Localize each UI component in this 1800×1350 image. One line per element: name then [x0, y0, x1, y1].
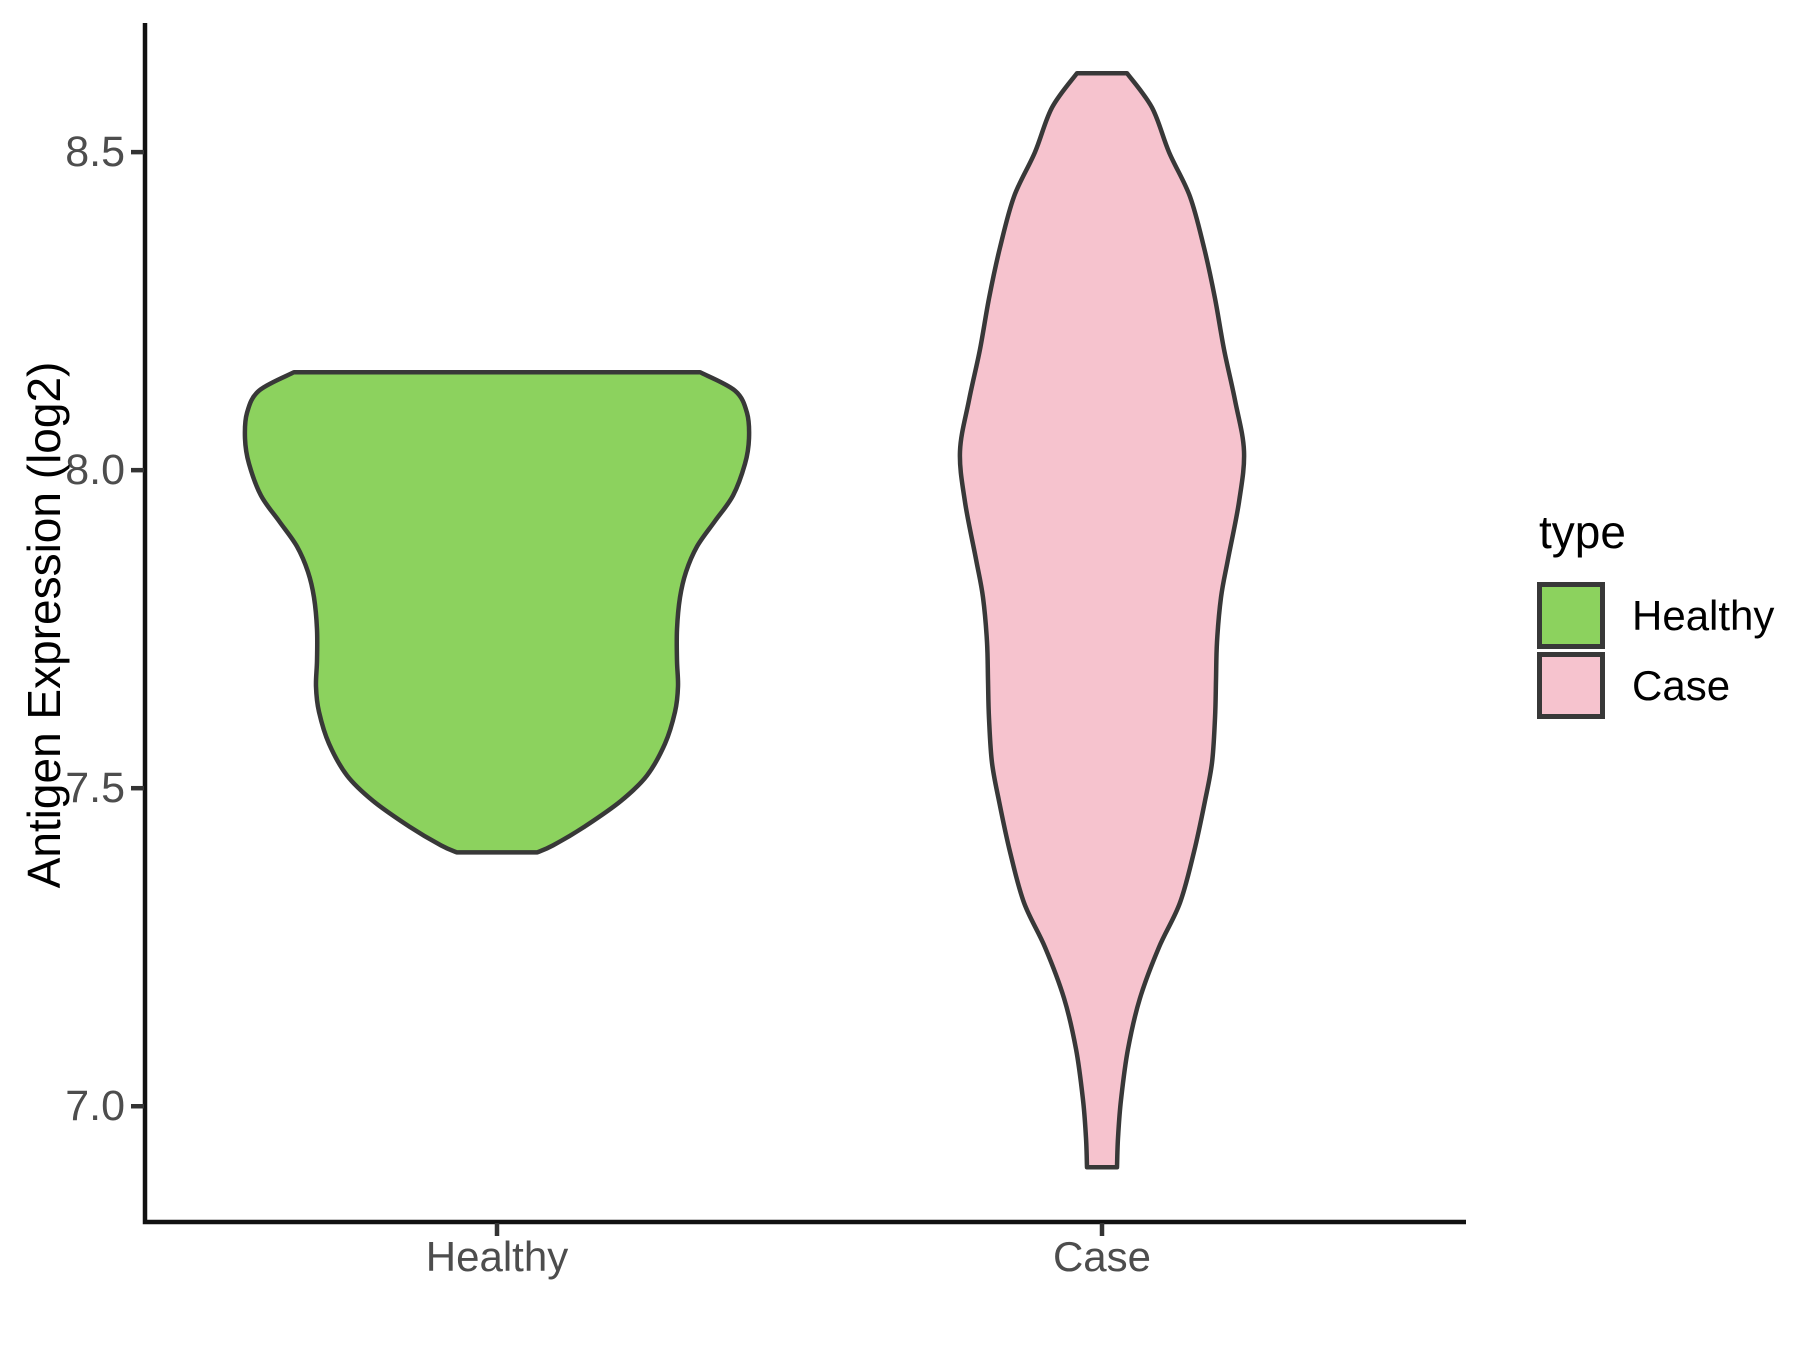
legend-label-healthy: Healthy — [1632, 591, 1775, 639]
x-tick-label-healthy: Healthy — [426, 1233, 568, 1280]
legend-item-case: Case — [1537, 652, 1797, 720]
x-tick-label-case: Case — [1053, 1233, 1151, 1280]
legend: type Healthy Case — [1537, 505, 1797, 722]
legend-title: type — [1539, 506, 1626, 558]
violin-healthy — [242, 369, 752, 855]
y-tick-label-7.5: 7.5 — [65, 764, 125, 812]
y-axis-title: Antigen Expression (log2) — [18, 361, 70, 889]
legend-swatch-healthy — [1537, 582, 1605, 650]
legend-item-healthy: Healthy — [1537, 582, 1797, 650]
violin-case — [957, 70, 1247, 1170]
axis-lines — [142, 23, 1466, 1225]
y-tick-label-8.5: 8.5 — [65, 128, 125, 176]
legend-label-case: Case — [1632, 661, 1731, 709]
legend-swatch-case — [1537, 652, 1605, 720]
y-tick-label-8.0: 8.0 — [65, 446, 125, 494]
y-tick-label-7.0: 7.0 — [65, 1082, 125, 1130]
